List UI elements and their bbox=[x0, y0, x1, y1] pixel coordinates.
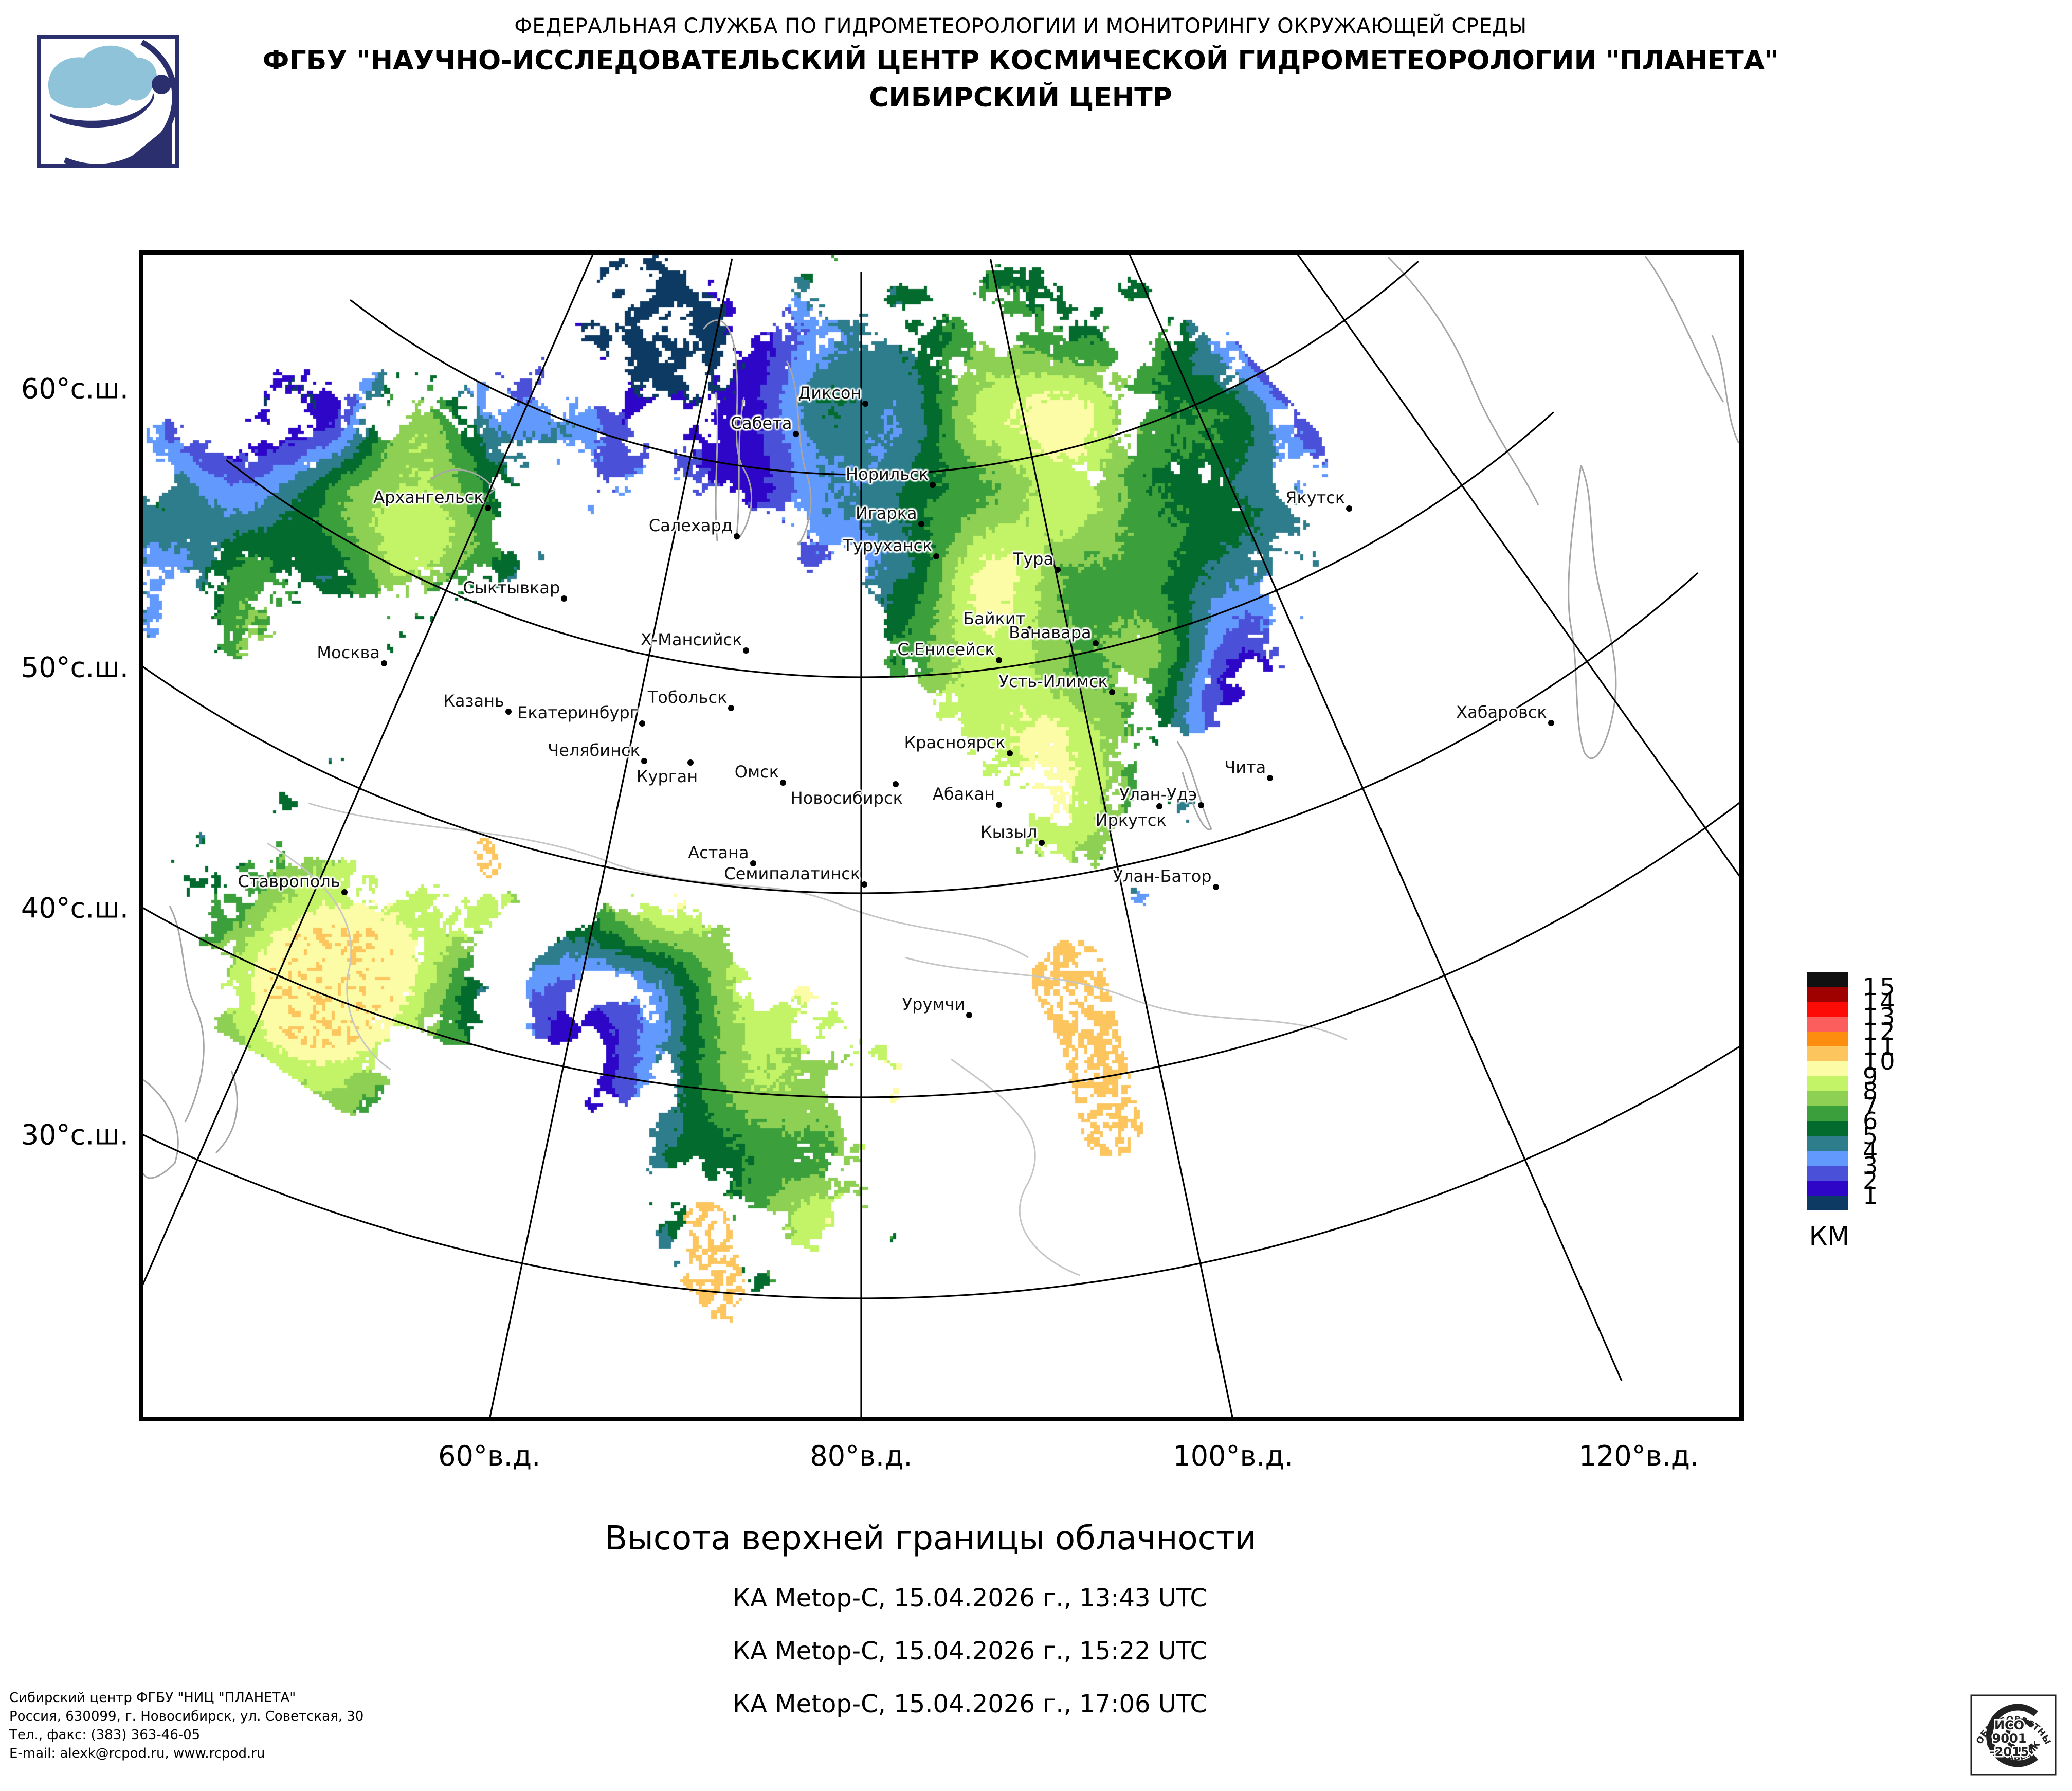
legend-value-12: 12 bbox=[1863, 1018, 1897, 1045]
coastline-8 bbox=[1644, 256, 1739, 444]
legend-value-4: 4 bbox=[1863, 1137, 1880, 1165]
legend-value-8: 8 bbox=[1863, 1077, 1880, 1105]
coastline-4 bbox=[169, 906, 238, 1154]
lon-label-100: 100°в.д. bbox=[1173, 1440, 1294, 1472]
meridian-60 bbox=[489, 258, 733, 1417]
iso-9001-stamp: ДОБРОСОВЕСТНЫЙ ПОСТАВЩИК ИСО 9001 -2015 bbox=[1970, 1694, 2057, 1776]
legend-value-13: 13 bbox=[1863, 1003, 1897, 1030]
svg-text:-2015: -2015 bbox=[1990, 1745, 2029, 1759]
legend-value-14: 14 bbox=[1863, 988, 1897, 1016]
legend-block-6 bbox=[1807, 1061, 1848, 1076]
planeta-logo-icon bbox=[37, 35, 179, 168]
pass-line-1: КА Metop-C, 15.04.2026 г., 15:22 UTC bbox=[733, 1637, 1207, 1666]
lat-label-60: 60°с.ш. bbox=[21, 372, 129, 405]
pass-line-0: КА Metop-C, 15.04.2026 г., 13:43 UTC bbox=[733, 1584, 1207, 1613]
meridian-100 bbox=[989, 258, 1233, 1417]
legend-value-7: 7 bbox=[1863, 1092, 1880, 1120]
coastline-2 bbox=[786, 360, 812, 546]
parallel-50 bbox=[143, 572, 1699, 894]
legend-value-2: 2 bbox=[1863, 1167, 1880, 1195]
parallel-30 bbox=[143, 1045, 1739, 1299]
meridian-140 bbox=[1297, 255, 1739, 878]
meridian-120 bbox=[1129, 255, 1623, 1381]
branch-title: СИБИРСКИЙ ЦЕНТР bbox=[869, 82, 1172, 113]
coastline-3 bbox=[430, 469, 496, 503]
legend-block-10 bbox=[1807, 1121, 1848, 1136]
footer-line-0: Сибирский центр ФГБУ "НИЦ "ПЛАНЕТА" bbox=[9, 1690, 296, 1706]
legend-value-9: 9 bbox=[1863, 1062, 1880, 1090]
logo-triangle bbox=[123, 123, 172, 164]
border-0 bbox=[308, 802, 1029, 958]
logo-satellite-dot bbox=[152, 75, 171, 94]
lat-label-50: 50°с.ш. bbox=[21, 651, 129, 684]
pass-line-2: КА Metop-C, 15.04.2026 г., 17:06 UTC bbox=[733, 1690, 1207, 1718]
legend-value-6: 6 bbox=[1863, 1107, 1880, 1135]
legend-block-7 bbox=[1807, 1076, 1848, 1091]
header: ФЕДЕРАЛЬНАЯ СЛУЖБА ПО ГИДРОМЕТЕОРОЛОГИИ … bbox=[0, 14, 2041, 113]
parallel-70 bbox=[350, 261, 1419, 476]
graticule-and-coastlines bbox=[143, 255, 1739, 1417]
lon-label-120: 120°в.д. bbox=[1578, 1440, 1699, 1472]
stamp-c-glyph bbox=[1986, 1704, 2039, 1767]
contact-footer: Сибирский центр ФГБУ "НИЦ "ПЛАНЕТА" Росси… bbox=[9, 1689, 363, 1763]
legend-value-10: 10 bbox=[1863, 1047, 1897, 1075]
coastline-6 bbox=[1176, 741, 1212, 830]
svg-text:ИСО: ИСО bbox=[1994, 1718, 2024, 1732]
meridian-40 bbox=[143, 255, 594, 1286]
product-title: Высота верхней границы облачности bbox=[605, 1519, 1257, 1558]
border-1 bbox=[904, 956, 1348, 1041]
agency-title: ФЕДЕРАЛЬНАЯ СЛУЖБА ПО ГИДРОМЕТЕОРОЛОГИИ … bbox=[514, 14, 1527, 38]
logo-cloud-shape bbox=[48, 45, 157, 108]
legend-value-1: 1 bbox=[1863, 1182, 1880, 1209]
parallel-60 bbox=[225, 411, 1554, 678]
stamp-c-inner bbox=[2005, 1718, 2035, 1752]
logo-swoosh-shape bbox=[50, 93, 154, 128]
cloud-height-raster bbox=[143, 255, 1739, 1417]
legend-block-12 bbox=[1807, 1151, 1848, 1166]
legend-value-15: 15 bbox=[1863, 973, 1897, 1001]
coastline-7 bbox=[1387, 256, 1539, 505]
center-title: ФГБУ "НАУЧНО-ИССЛЕДОВАТЕЛЬСКИЙ ЦЕНТР КОС… bbox=[262, 45, 1779, 76]
legend-block-4 bbox=[1807, 1032, 1848, 1046]
lat-label-40: 40°с.ш. bbox=[21, 892, 129, 925]
legend-value-5: 5 bbox=[1863, 1122, 1880, 1150]
footer-line-1: Россия, 630099, г. Новосибирск, ул. Сове… bbox=[9, 1709, 364, 1724]
footer-line-3: E-mail: alexk@rcpod.ru, www.rcpod.ru bbox=[9, 1746, 265, 1761]
legend-color-bar bbox=[1807, 972, 1848, 1210]
border-3 bbox=[951, 1058, 1080, 1276]
legend-block-2 bbox=[1807, 1002, 1848, 1017]
legend-block-3 bbox=[1807, 1017, 1848, 1032]
footer-line-2: Тел., факс: (383) 363-46-05 bbox=[9, 1727, 201, 1743]
svg-text:9001: 9001 bbox=[1992, 1731, 2027, 1746]
legend-block-15 bbox=[1807, 1196, 1848, 1210]
lat-label-30: 30°с.ш. bbox=[21, 1118, 129, 1151]
legend-block-8 bbox=[1807, 1091, 1848, 1106]
coastline-5 bbox=[143, 1079, 179, 1179]
coastline-0 bbox=[702, 319, 753, 539]
legend-unit-label: КМ bbox=[1809, 1221, 1850, 1251]
legend-block-0 bbox=[1807, 972, 1848, 987]
parallel-40 bbox=[143, 802, 1739, 1098]
legend-block-14 bbox=[1807, 1181, 1848, 1196]
legend-value-11: 11 bbox=[1863, 1033, 1897, 1060]
legend-block-11 bbox=[1807, 1136, 1848, 1151]
border-2 bbox=[267, 842, 391, 1071]
legend-block-9 bbox=[1807, 1106, 1848, 1121]
lon-label-60: 60°в.д. bbox=[438, 1440, 541, 1472]
legend-block-1 bbox=[1807, 987, 1848, 1002]
lon-label-80: 80°в.д. bbox=[810, 1440, 913, 1472]
legend-value-3: 3 bbox=[1863, 1152, 1880, 1180]
legend-block-5 bbox=[1807, 1046, 1848, 1061]
legend-block-13 bbox=[1807, 1166, 1848, 1181]
coastline-9 bbox=[1568, 465, 1617, 759]
map-area: Диксон Сабета Норильск Игарка Туруханск Тура Я… bbox=[139, 250, 1744, 1421]
